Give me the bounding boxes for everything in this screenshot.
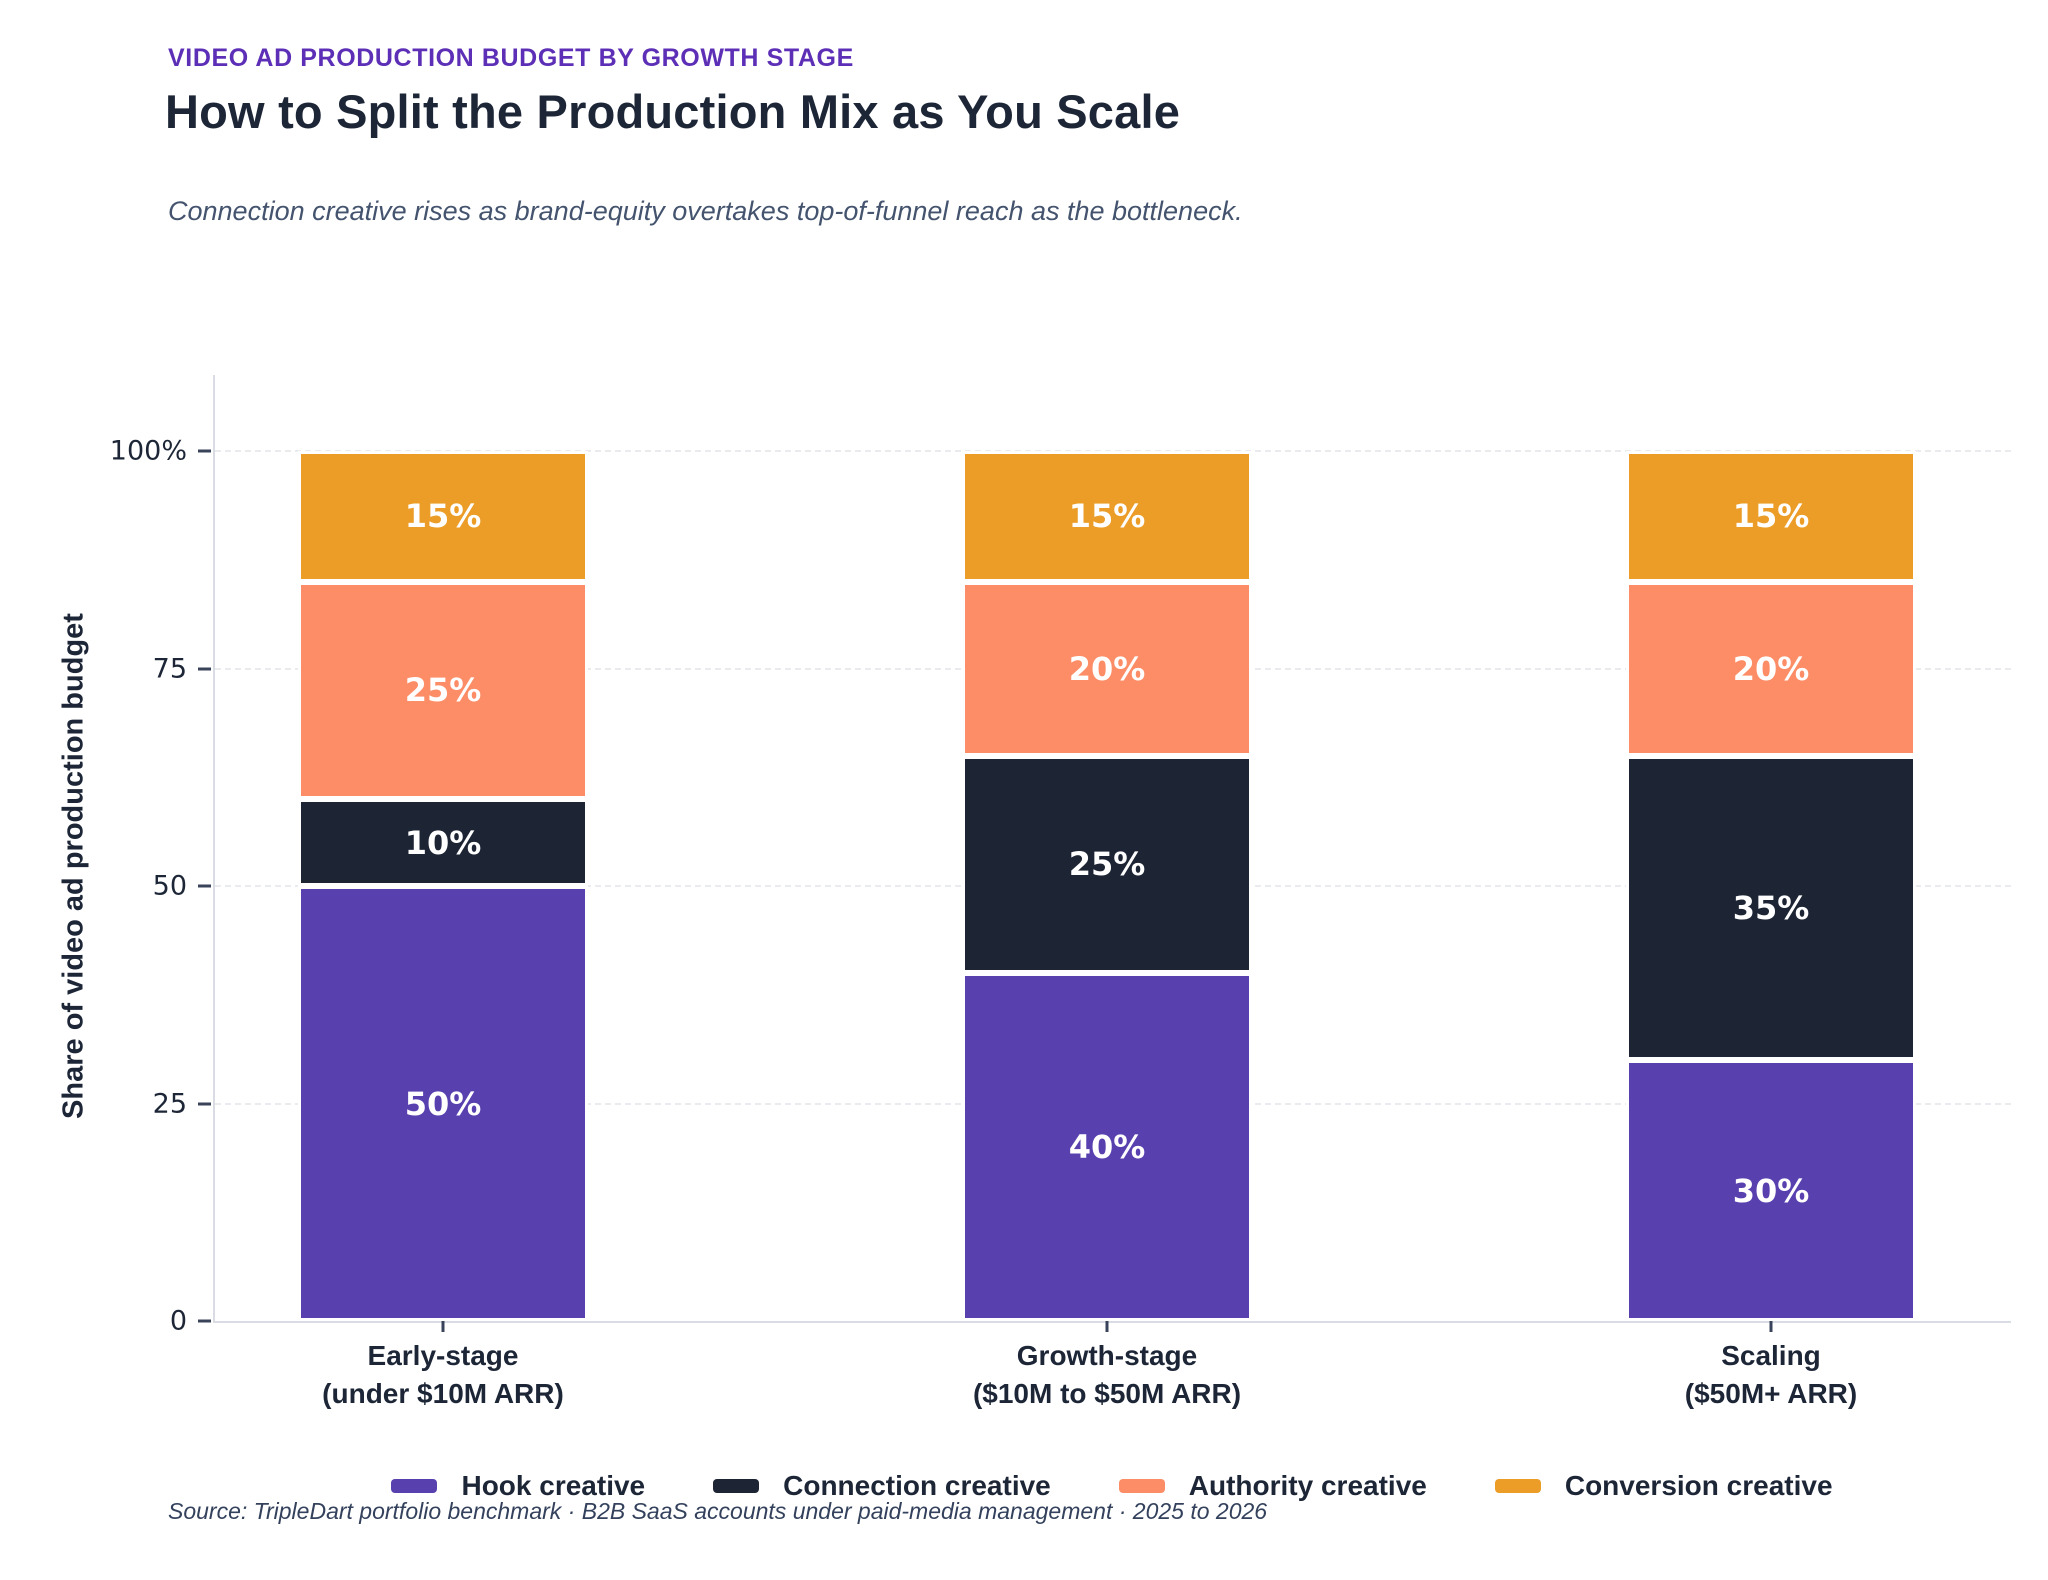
y-tick-mark xyxy=(198,449,211,453)
y-tick-label: 100% xyxy=(109,435,187,467)
bar-segment: 15% xyxy=(1626,451,1916,582)
legend-item: Connection creative xyxy=(713,1470,1051,1502)
segment-value-label: 15% xyxy=(404,497,482,536)
bar-segment: 30% xyxy=(1626,1060,1916,1321)
segment-value-label: 35% xyxy=(1732,888,1810,927)
segment-value-label: 20% xyxy=(1732,649,1810,688)
y-tick-label: 75 xyxy=(152,653,187,684)
segment-value-label: 40% xyxy=(1068,1128,1146,1166)
segment-value-label: 15% xyxy=(1068,497,1146,536)
y-tick-mark xyxy=(198,667,211,670)
legend-swatch xyxy=(1494,1479,1541,1493)
y-axis-label: Share of video ad production budget xyxy=(57,613,90,1119)
legend-label: Conversion creative xyxy=(1564,1470,1833,1501)
legend-item: Authority creative xyxy=(1118,1470,1427,1502)
segment-value-label: 25% xyxy=(1068,845,1146,884)
chart-subtitle: Connection creative rises as brand-equit… xyxy=(168,196,1243,226)
y-tick-mark xyxy=(198,884,211,888)
segment-value-label: 10% xyxy=(404,823,482,862)
plot-scale-area: 0 25 50 75 100% 50% 10% 25% 15% 40% 25% 20% 15% 30% 35… xyxy=(110,436,2011,1337)
stacked-bar: 30% 35% 20% 15% xyxy=(1626,451,1916,1321)
y-tick-label: 0 xyxy=(169,1305,187,1337)
x-tick-mark xyxy=(1105,1321,1109,1332)
segment-value-label: 30% xyxy=(1732,1171,1810,1210)
legend-swatch xyxy=(713,1479,760,1493)
bar-segment: 35% xyxy=(1626,755,1916,1060)
legend-swatch xyxy=(1118,1479,1165,1493)
chart-legend: Hook creative Connection creative Authorit… xyxy=(213,1470,2011,1502)
bar-segment: 15% xyxy=(962,451,1252,582)
page-title: How to Split the Production Mix as You S… xyxy=(165,85,1181,138)
y-tick-label: 50 xyxy=(152,870,187,902)
x-tick-mark xyxy=(1769,1321,1773,1332)
x-tick-mark xyxy=(441,1321,445,1332)
stacked-bar: 50% 10% 25% 15% xyxy=(298,451,588,1321)
bar-segment: 20% xyxy=(1626,581,1916,756)
source-note: Source: TripleDart portfolio benchmark ·… xyxy=(168,1498,1268,1524)
legend-item: Hook creative xyxy=(391,1470,645,1502)
segment-value-label: 25% xyxy=(404,671,482,710)
legend-label: Hook creative xyxy=(461,1470,646,1501)
bar-segment: 50% xyxy=(298,886,588,1321)
x-tick-label: Growth-stage ($10M to $50M ARR) xyxy=(972,1340,1242,1409)
bar-segment: 15% xyxy=(298,451,588,582)
plot-area: 0 25 50 75 100% 50% 10% 25% 15% 40% 25% 20% 15% 30% 35… xyxy=(110,375,2011,1409)
bar-segment: 10% xyxy=(298,799,588,886)
bar-segment: 25% xyxy=(298,581,588,799)
x-tick-label: Early-stage (under $10M ARR) xyxy=(322,1340,564,1409)
stacked-bar: 40% 25% 20% 15% xyxy=(962,451,1252,1321)
legend-label: Authority creative xyxy=(1188,1470,1427,1501)
bar-segment: 40% xyxy=(962,973,1252,1321)
legend-label: Connection creative xyxy=(783,1470,1051,1501)
bar-segment: 20% xyxy=(962,581,1252,756)
legend-swatch xyxy=(391,1479,438,1493)
bar-segment: 25% xyxy=(962,755,1252,973)
y-tick-label: 25 xyxy=(152,1088,187,1119)
chart-eyebrow: VIDEO AD PRODUCTION BUDGET BY GROWTH STA… xyxy=(168,44,854,72)
segment-value-label: 20% xyxy=(1068,649,1146,688)
legend-item: Conversion creative xyxy=(1494,1470,1833,1502)
segment-value-label: 15% xyxy=(1732,497,1810,536)
x-tick-label: Scaling ($50M+ ARR) xyxy=(1684,1340,1858,1409)
y-tick-mark xyxy=(198,1102,211,1105)
y-tick-mark xyxy=(198,1319,211,1323)
segment-value-label: 50% xyxy=(404,1084,482,1123)
